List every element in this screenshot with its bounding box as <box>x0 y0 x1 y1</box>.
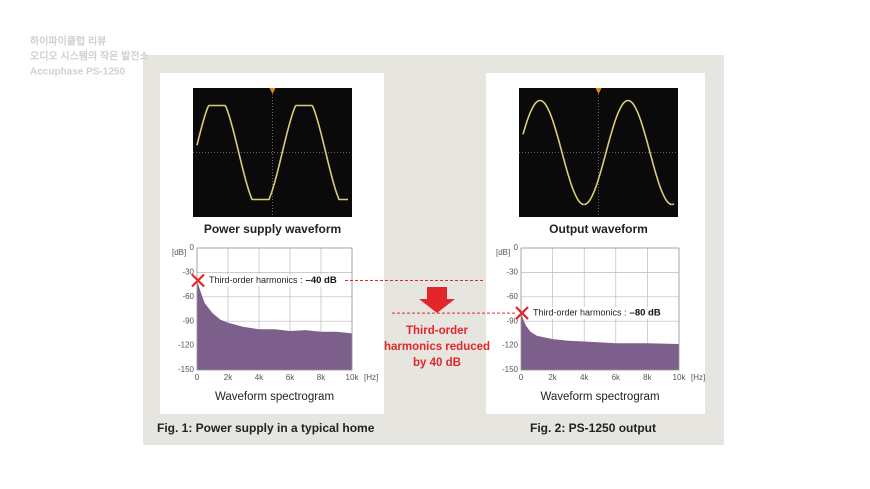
x-marker <box>191 273 205 288</box>
y-unit: [dB] <box>496 248 510 257</box>
y-tick-label: -150 <box>178 365 195 374</box>
annotation-value: –40 dB <box>306 275 337 286</box>
y-tick-label: -90 <box>506 316 518 325</box>
y-tick-label: -150 <box>502 365 519 374</box>
y-unit: [dB] <box>172 248 186 257</box>
x-tick-label: 0 <box>195 373 200 382</box>
x-axis-label: Waveform spectrogram <box>540 391 659 403</box>
scope-trace <box>196 104 348 201</box>
plot-frame <box>520 247 680 371</box>
y-tick-label: -60 <box>182 292 194 301</box>
x-tick-label: 2k <box>224 373 233 382</box>
x-tick-label: 2k <box>548 373 557 382</box>
y-tick-label: -30 <box>182 268 194 277</box>
x-unit: [Hz] <box>364 373 378 382</box>
y-tick-label: -120 <box>502 341 519 350</box>
spectrum-area <box>521 313 679 370</box>
x-unit: [Hz] <box>691 373 705 382</box>
figure-caption: Fig. 1: Power supply in a typical home <box>157 421 375 435</box>
spectrum-area <box>197 280 352 370</box>
scope-marker <box>269 88 276 94</box>
x-tick-label: 6k <box>612 373 621 382</box>
x-tick-label: 10k <box>673 373 687 382</box>
x-marker <box>515 306 529 320</box>
watermark: Accuphase PS-1250 <box>30 67 125 78</box>
x-tick-label: 0 <box>519 373 524 382</box>
x-tick-label: 6k <box>286 373 295 382</box>
y-tick-label: 0 <box>190 243 195 252</box>
plot-frame <box>196 247 353 371</box>
x-tick-label: 4k <box>580 373 589 382</box>
y-tick-label: -60 <box>506 292 518 301</box>
y-tick-label: -30 <box>506 268 518 277</box>
annotation-value: –80 dB <box>630 308 661 319</box>
y-tick-label: -90 <box>182 316 194 325</box>
down-arrow <box>419 287 455 313</box>
y-tick-label: -120 <box>178 341 195 350</box>
scope-marker <box>595 88 602 94</box>
watermark: 하이파이클럽 리뷰 <box>30 35 106 48</box>
note-line: harmonics reduced <box>384 341 490 353</box>
y-tick-label: 0 <box>514 243 519 252</box>
annotation-text: Third-order harmonics : <box>533 307 627 317</box>
annotation-bg <box>207 274 341 287</box>
scope-label: Output waveform <box>549 222 648 236</box>
x-tick-label: 10k <box>346 373 360 382</box>
note-line: by 40 dB <box>413 357 461 369</box>
scope-trace <box>522 99 675 206</box>
note-line: Third-order <box>406 325 468 337</box>
annotation-text: Third-order harmonics : <box>209 275 303 285</box>
x-tick-label: 8k <box>317 373 326 382</box>
watermark: 오디오 시스템의 작은 발전소 <box>30 50 149 63</box>
annotation-bg <box>531 307 665 320</box>
figure-caption: Fig. 2: PS-1250 output <box>530 421 656 435</box>
x-tick-label: 8k <box>643 373 652 382</box>
x-axis-label: Waveform spectrogram <box>215 391 334 403</box>
x-tick-label: 4k <box>255 373 264 382</box>
scope-label: Power supply waveform <box>204 222 341 236</box>
